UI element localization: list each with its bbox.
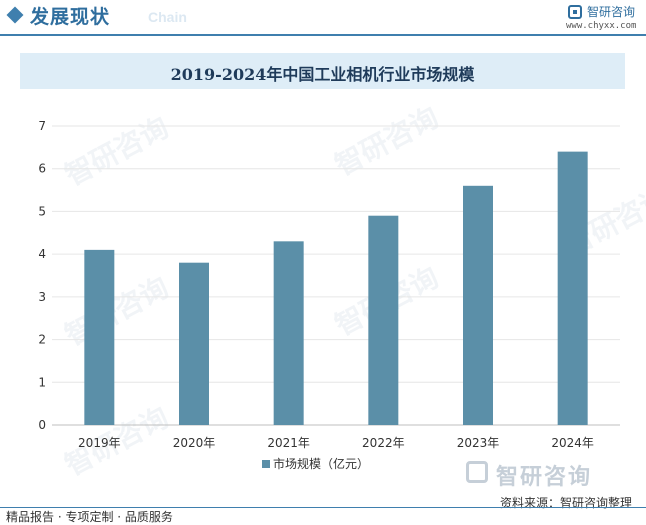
footer-divider — [0, 507, 646, 508]
y-tick-label: 7 — [38, 119, 46, 133]
legend-swatch — [262, 460, 270, 468]
y-tick-label: 1 — [38, 375, 46, 389]
y-axis-ticks: 0 1 2 3 4 5 6 7 — [38, 119, 46, 432]
chart-title-bar: 2019-2024年中国工业相机行业市场规模 — [20, 53, 625, 89]
x-tick-label: 2019年 — [78, 436, 121, 450]
chart-title: 2019-2024年中国工业相机行业市场规模 — [170, 65, 475, 84]
bar — [463, 185, 493, 425]
brand-name: 智研咨询 — [587, 5, 636, 19]
x-axis-ticks: 2019年 2020年 2021年 2022年 2023年 2024年 — [78, 436, 594, 450]
bar — [273, 241, 304, 425]
header: 发展现状 Chain 智研咨询 www.chyxx.com — [0, 0, 646, 36]
bar — [84, 249, 115, 425]
footer-brand: 智研咨询 — [496, 465, 593, 490]
bar — [557, 151, 588, 425]
y-tick-label: 2 — [38, 333, 46, 347]
section-subtitle: Chain — [148, 9, 187, 25]
legend-label: 市场规模（亿元） — [273, 456, 369, 471]
bar — [179, 262, 209, 425]
y-tick-label: 3 — [38, 290, 46, 304]
x-tick-label: 2021年 — [267, 436, 310, 450]
bar — [368, 215, 399, 425]
x-tick-label: 2024年 — [551, 436, 594, 450]
section-title: 发展现状 — [30, 6, 111, 28]
y-tick-label: 6 — [38, 162, 46, 176]
y-tick-label: 0 — [38, 418, 46, 432]
brand-url: www.chyxx.com — [566, 21, 637, 31]
bars — [84, 151, 588, 425]
x-tick-label: 2023年 — [457, 436, 500, 450]
data-source: 资料来源：智研咨询整理 — [500, 496, 633, 510]
x-tick-label: 2020年 — [173, 436, 216, 450]
legend: 市场规模（亿元） — [262, 456, 369, 471]
x-tick-label: 2022年 — [362, 436, 405, 450]
gridlines — [52, 125, 620, 426]
y-tick-label: 5 — [38, 204, 46, 218]
footer-logo-icon — [466, 461, 488, 483]
y-tick-label: 4 — [38, 247, 46, 261]
footer-services: 精品报告 · 专项定制 · 品质服务 — [6, 510, 173, 524]
brand-logo-icon — [568, 5, 582, 19]
header-divider — [0, 34, 646, 36]
